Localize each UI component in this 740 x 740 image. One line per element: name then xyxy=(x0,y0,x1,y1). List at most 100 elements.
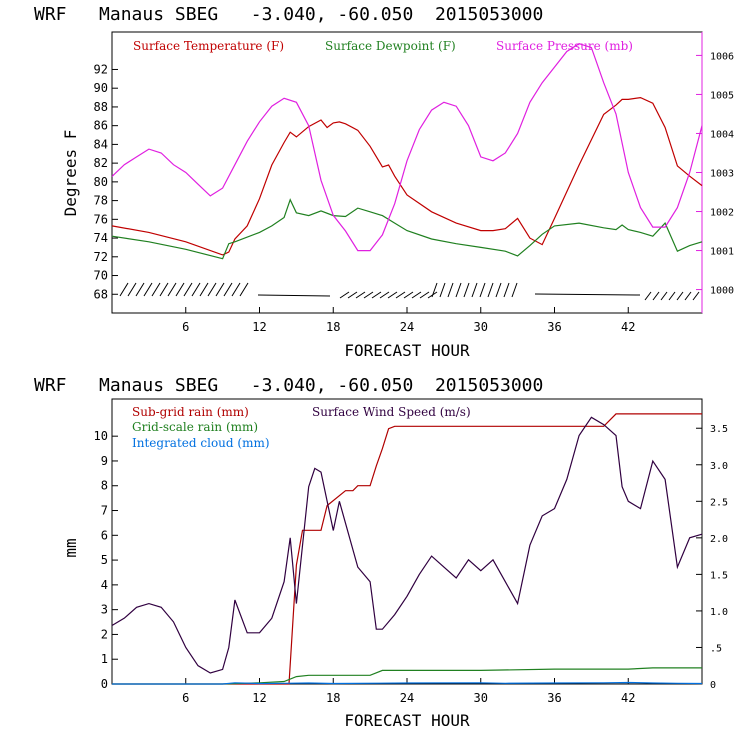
rain-wind-chart: WRF Manaus SBEG -3.040, -60.050 20150530… xyxy=(34,375,728,730)
wind-barb xyxy=(207,282,217,297)
y-tick-label: 9 xyxy=(101,454,108,468)
series-line-2 xyxy=(111,198,703,260)
y2-tick-label: 1000 xyxy=(710,286,734,297)
x-axis-title: FORECAST HOUR xyxy=(344,711,470,730)
y-tick-label: 7 xyxy=(101,504,108,518)
x-tick-label: 30 xyxy=(474,320,488,334)
data-series xyxy=(111,43,703,260)
wind-barb xyxy=(403,291,414,299)
wind-barb xyxy=(534,293,641,296)
y-tick-label: 0 xyxy=(101,677,108,691)
wind-barb xyxy=(371,291,382,299)
wind-barb xyxy=(135,282,145,297)
series-line-1 xyxy=(111,96,703,256)
y-tick-label: 2 xyxy=(101,627,108,641)
wind-barb xyxy=(511,282,518,298)
y-tick-label: 74 xyxy=(94,231,108,245)
y2-tick-label: 1003 xyxy=(710,169,734,180)
x-tick-label: 18 xyxy=(326,320,340,334)
y2-tick-label: 0 xyxy=(710,680,716,691)
temperature-pressure-chart: WRF Manaus SBEG -3.040, -60.050 20150530… xyxy=(34,4,734,360)
y2-tick-label: 1001 xyxy=(710,247,734,258)
legend-dewpoint: Surface Dewpoint (F) xyxy=(325,39,456,53)
wind-barb xyxy=(339,291,350,299)
wind-barb xyxy=(395,291,406,299)
y-tick-label: 68 xyxy=(94,287,108,301)
plot-frame xyxy=(111,31,703,314)
y-tick-label: 80 xyxy=(94,175,108,189)
y-tick-label: 6 xyxy=(101,528,108,542)
legend-temperature: Surface Temperature (F) xyxy=(133,39,284,53)
y-tick-label: 1 xyxy=(101,652,108,666)
y-axis-title: Degrees F xyxy=(61,130,80,217)
y-tick-label: 8 xyxy=(101,479,108,493)
legend-pressure: Surface Pressure (mb) xyxy=(496,39,633,53)
wind-barbs xyxy=(119,282,700,301)
wind-barb xyxy=(503,282,510,298)
x-tick-label: 24 xyxy=(400,691,414,705)
wind-barb xyxy=(239,282,249,297)
x-tick-label: 18 xyxy=(326,691,340,705)
wind-barb xyxy=(363,291,374,299)
wind-barb xyxy=(684,291,692,301)
wind-barb xyxy=(676,291,684,301)
wind-barb xyxy=(644,291,652,301)
legend-gridscale-rain: Grid-scale rain (mm) xyxy=(132,420,258,434)
y-tick-label: 86 xyxy=(94,119,108,133)
wind-barb xyxy=(215,282,225,297)
x-tick-label: 42 xyxy=(621,691,635,705)
wind-barb xyxy=(479,282,486,298)
wind-barb xyxy=(199,282,209,297)
wind-barb xyxy=(660,291,668,301)
y-tick-label: 5 xyxy=(101,553,108,567)
y-tick-label: 3 xyxy=(101,603,108,617)
y2-tick-label: 3.0 xyxy=(710,461,728,472)
y2-tick-label: 1004 xyxy=(710,129,734,140)
y2-tick-label: 1.0 xyxy=(710,607,728,618)
x-tick-label: 42 xyxy=(621,320,635,334)
series-line-4 xyxy=(111,416,703,674)
wind-barb xyxy=(355,291,366,299)
x-tick-label: 36 xyxy=(547,691,561,705)
wind-barb xyxy=(175,282,185,297)
y2-tick-label: 1002 xyxy=(710,208,734,219)
y2-tick-label: 1.5 xyxy=(710,570,728,581)
series-line-1 xyxy=(112,413,702,685)
wind-barb xyxy=(143,282,153,297)
y-tick-label: 10 xyxy=(94,429,108,443)
wind-barb xyxy=(652,291,660,301)
series-line-2 xyxy=(112,667,702,685)
series-line-3 xyxy=(111,43,703,252)
wind-barb xyxy=(379,291,390,299)
legend-wind-speed: Surface Wind Speed (m/s) xyxy=(312,405,471,419)
wind-barb xyxy=(487,282,494,298)
chart-title: WRF Manaus SBEG -3.040, -60.050 20150530… xyxy=(34,4,543,25)
wind-barb xyxy=(411,291,422,299)
wind-barb xyxy=(119,282,129,297)
y-tick-label: 82 xyxy=(94,156,108,170)
y-tick-label: 90 xyxy=(94,81,108,95)
wind-barb xyxy=(471,282,478,298)
x-axis-title: FORECAST HOUR xyxy=(344,341,470,360)
wind-barb xyxy=(257,294,331,297)
x-tick-label: 6 xyxy=(182,691,189,705)
y-tick-label: 88 xyxy=(94,100,108,114)
y-tick-label: 70 xyxy=(94,269,108,283)
wind-barb xyxy=(231,282,241,297)
y-tick-label: 76 xyxy=(94,212,108,226)
wind-barb xyxy=(431,282,438,298)
wind-barb xyxy=(223,282,233,297)
wind-barb xyxy=(447,282,454,298)
x-tick-label: 12 xyxy=(252,320,266,334)
wind-barb xyxy=(347,291,358,299)
data-series xyxy=(111,413,703,685)
y-tick-label: 92 xyxy=(94,62,108,76)
y-tick-label: 72 xyxy=(94,250,108,264)
legend-integrated-cloud: Integrated cloud (mm) xyxy=(132,436,270,450)
y-tick-label: 78 xyxy=(94,194,108,208)
wind-barb xyxy=(463,282,470,298)
series-line-3 xyxy=(112,681,703,685)
y2-tick-label: 3.5 xyxy=(710,424,728,435)
legend-subgrid-rain: Sub-grid rain (mm) xyxy=(132,405,249,419)
